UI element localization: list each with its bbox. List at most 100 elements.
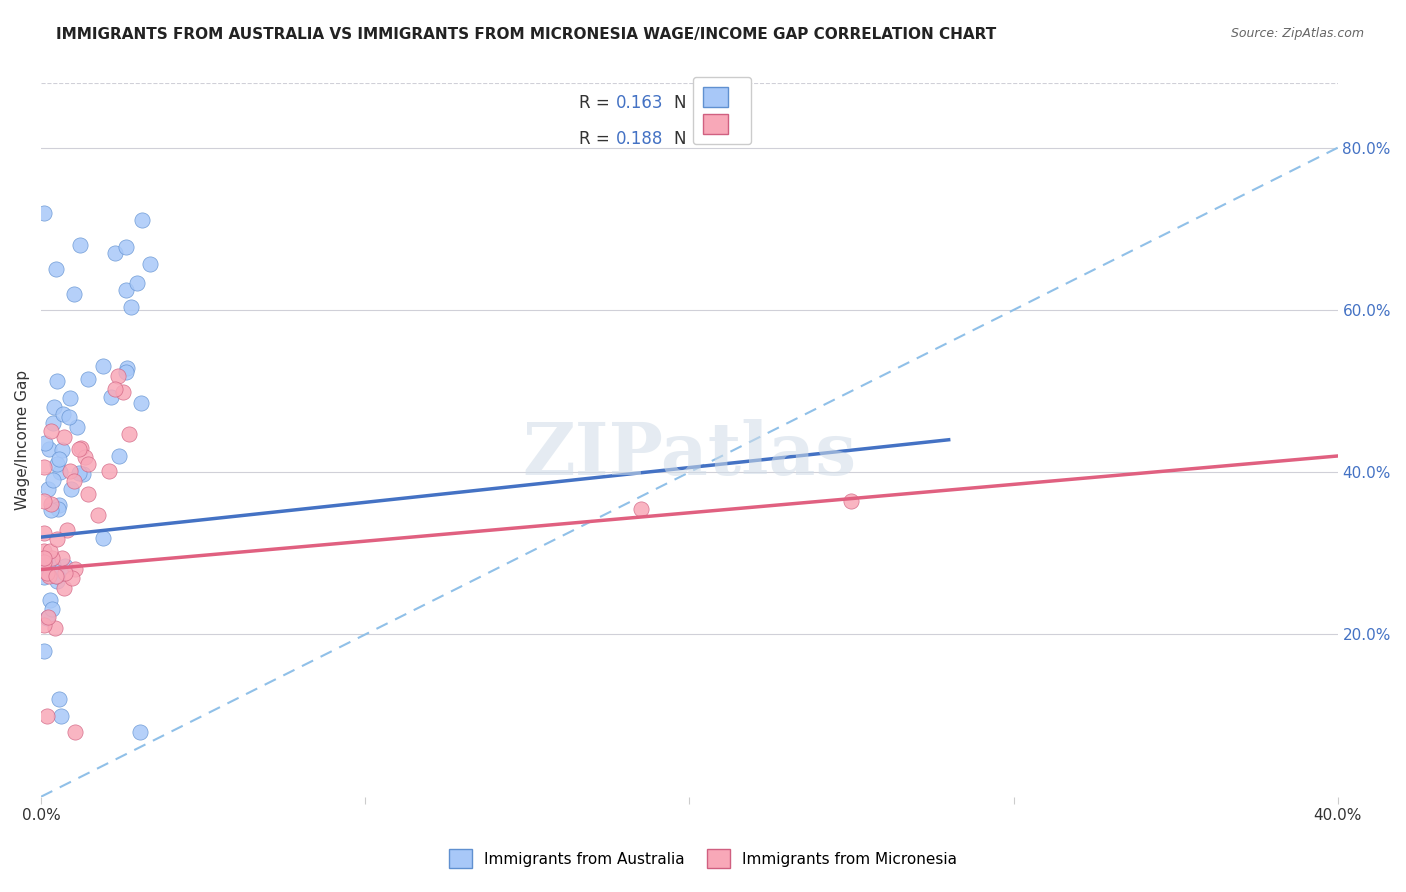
Point — [131, 213, 153, 227]
Point — [34, 569, 56, 583]
Point — [67, 466, 90, 480]
Point — [46, 457, 69, 471]
Legend: , : , — [693, 77, 751, 145]
Point — [51, 708, 73, 723]
Point — [97, 465, 120, 479]
Point — [34, 550, 56, 565]
Text: N =: N = — [673, 94, 710, 112]
Point — [69, 441, 91, 455]
Point — [77, 372, 100, 386]
Point — [59, 464, 82, 478]
Point — [42, 416, 65, 430]
Point — [111, 385, 134, 400]
Point — [37, 609, 59, 624]
Point — [77, 457, 100, 471]
Point — [37, 708, 59, 723]
Point — [37, 482, 59, 496]
Point — [59, 391, 82, 405]
Point — [129, 724, 152, 739]
Point — [34, 644, 56, 658]
Point — [69, 238, 91, 252]
Point — [66, 419, 89, 434]
Point — [34, 494, 56, 508]
Point — [63, 286, 86, 301]
Point — [46, 569, 69, 583]
Text: 55: 55 — [710, 94, 733, 112]
Point — [48, 692, 70, 706]
Point — [34, 435, 56, 450]
Point — [35, 552, 58, 566]
Text: R =: R = — [579, 94, 616, 112]
Point — [58, 409, 80, 424]
Point — [42, 400, 65, 414]
Point — [41, 551, 63, 566]
Point — [49, 465, 72, 479]
Point — [39, 424, 62, 438]
Point — [129, 396, 152, 410]
Point — [53, 430, 76, 444]
Point — [93, 359, 115, 373]
Point — [77, 487, 100, 501]
Point — [34, 544, 56, 558]
Point — [45, 569, 67, 583]
Text: N =: N = — [673, 129, 710, 147]
Point — [42, 558, 65, 573]
Point — [53, 566, 76, 581]
Point — [45, 374, 67, 388]
Point — [51, 442, 73, 457]
Point — [56, 524, 79, 538]
Point — [44, 621, 66, 635]
Text: IMMIGRANTS FROM AUSTRALIA VS IMMIGRANTS FROM MICRONESIA WAGE/INCOME GAP CORRELAT: IMMIGRANTS FROM AUSTRALIA VS IMMIGRANTS … — [56, 27, 997, 42]
Point — [115, 240, 138, 254]
Point — [34, 460, 56, 475]
Point — [53, 559, 76, 574]
Text: 41: 41 — [714, 129, 737, 147]
Point — [125, 277, 148, 291]
Point — [51, 551, 73, 566]
Point — [34, 205, 56, 219]
Point — [38, 544, 60, 558]
Point — [104, 382, 127, 396]
Point — [34, 553, 56, 567]
Point — [41, 602, 63, 616]
Point — [59, 482, 82, 496]
Point — [45, 262, 67, 277]
Point — [72, 467, 94, 481]
Point — [841, 493, 863, 508]
Point — [118, 426, 141, 441]
Point — [139, 257, 162, 271]
Point — [46, 502, 69, 516]
Point — [37, 611, 59, 625]
Point — [87, 508, 110, 522]
Text: 0.188: 0.188 — [616, 129, 662, 147]
Point — [34, 555, 56, 569]
Point — [115, 283, 138, 297]
Point — [42, 473, 65, 487]
Point — [100, 390, 122, 404]
Point — [39, 592, 62, 607]
Point — [63, 562, 86, 576]
Point — [104, 246, 127, 260]
Point — [630, 501, 652, 516]
Point — [91, 531, 114, 545]
Text: ZIPatlas: ZIPatlas — [522, 418, 856, 490]
Point — [65, 724, 87, 739]
Point — [38, 569, 60, 583]
Point — [38, 554, 60, 568]
Point — [62, 475, 84, 489]
Point — [107, 368, 129, 383]
Point — [52, 581, 75, 595]
Point — [60, 570, 83, 584]
Text: 0.163: 0.163 — [616, 94, 664, 112]
Point — [52, 407, 75, 421]
Point — [38, 442, 60, 456]
Point — [108, 449, 131, 463]
Point — [75, 450, 97, 465]
Point — [34, 618, 56, 632]
Point — [48, 451, 70, 466]
Point — [67, 442, 90, 456]
Point — [46, 532, 69, 546]
Point — [120, 301, 142, 315]
Point — [115, 365, 138, 379]
Point — [34, 525, 56, 540]
